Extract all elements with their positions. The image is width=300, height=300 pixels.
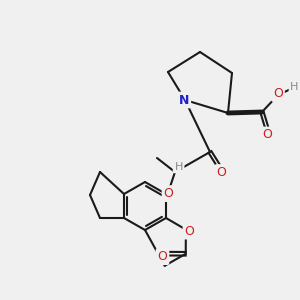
Text: O: O: [158, 250, 167, 263]
Text: O: O: [217, 166, 226, 179]
Text: O: O: [273, 87, 283, 100]
Text: O: O: [262, 128, 272, 142]
Text: O: O: [184, 225, 194, 238]
Text: H: H: [290, 82, 299, 92]
Text: H: H: [174, 162, 183, 172]
Text: O: O: [164, 187, 173, 200]
Text: N: N: [179, 94, 189, 106]
